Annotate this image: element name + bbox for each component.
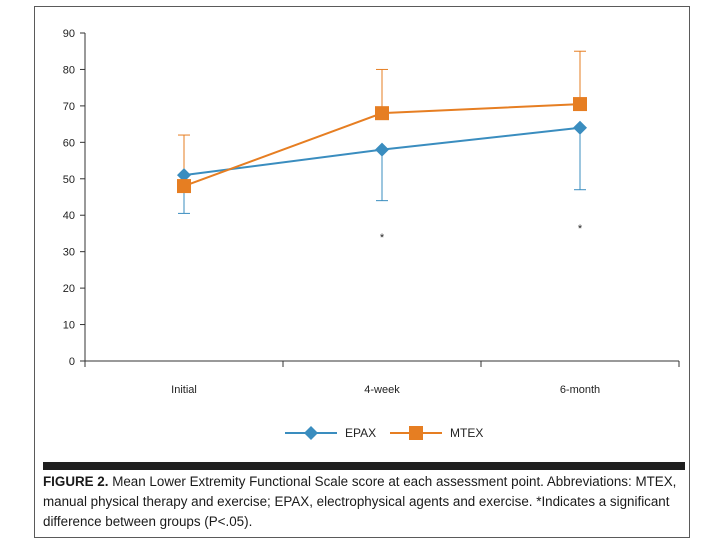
- y-tick-label: 40: [63, 210, 75, 222]
- caption-rule: [43, 462, 685, 470]
- significance-marker: *: [578, 223, 583, 235]
- figure-panel: 0 10 20 30 40 50 60 70 80 90 Initial 4-week 6-month *…: [34, 6, 690, 538]
- y-tick-label: 70: [63, 101, 75, 113]
- data-point-mtex: [177, 179, 191, 194]
- caption-text: Mean Lower Extremity Functional Scale sc…: [43, 474, 677, 529]
- x-tick-label: 4-week: [364, 384, 400, 396]
- significance-marker: *: [380, 232, 385, 244]
- y-tick-label: 20: [63, 283, 75, 295]
- data-point-epax: [375, 142, 389, 157]
- data-point-mtex: [573, 97, 587, 112]
- line-chart: 0 10 20 30 40 50 60 70 80 90 Initial 4-week 6-month *…: [63, 28, 680, 440]
- y-tick-label: 80: [63, 64, 75, 76]
- y-tick-label: 60: [63, 137, 75, 149]
- y-tick-label: 90: [63, 28, 75, 40]
- caption-label: FIGURE 2.: [43, 474, 109, 489]
- legend-label-mtex: MTEX: [450, 426, 483, 440]
- y-tick-label: 30: [63, 247, 75, 259]
- figure-caption: FIGURE 2. Mean Lower Extremity Functiona…: [43, 472, 679, 532]
- legend-marker-mtex: [409, 426, 423, 440]
- y-tick-label: 0: [69, 356, 75, 368]
- x-tick-label: Initial: [171, 384, 197, 396]
- data-point-epax: [573, 120, 587, 135]
- y-tick-label: 50: [63, 174, 75, 186]
- y-tick-label: 10: [63, 320, 75, 332]
- data-point-epax: [177, 168, 191, 183]
- data-point-mtex: [375, 106, 389, 121]
- legend-label-epax: EPAX: [345, 426, 376, 440]
- legend-marker-epax: [304, 426, 318, 440]
- x-tick-label: 6-month: [560, 384, 600, 396]
